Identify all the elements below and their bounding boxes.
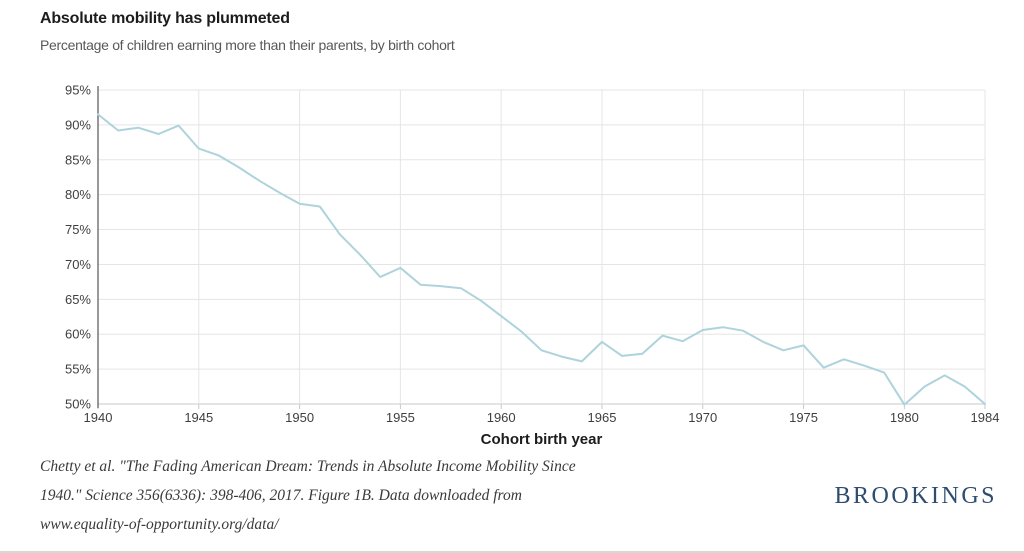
y-axis-tick-label: 85% bbox=[65, 152, 91, 167]
chart-title: Absolute mobility has plummeted bbox=[40, 10, 290, 27]
y-axis-tick-label: 70% bbox=[65, 257, 91, 272]
y-axis-tick-label: 60% bbox=[65, 327, 91, 342]
x-axis-tick-label: 1980 bbox=[890, 410, 919, 425]
x-axis-tick-label: 1970 bbox=[688, 410, 717, 425]
y-axis-tick-label: 65% bbox=[65, 292, 91, 307]
chart-subtitle: Percentage of children earning more than… bbox=[40, 37, 455, 53]
x-axis-tick-label: 1950 bbox=[285, 410, 314, 425]
y-axis-tick-label: 50% bbox=[65, 397, 91, 412]
source-citation: Chetty et al. "The Fading American Dream… bbox=[40, 452, 660, 539]
x-axis-tick-label: 1975 bbox=[789, 410, 818, 425]
y-axis-tick-label: 90% bbox=[65, 117, 91, 132]
source-line-1: Chetty et al. "The Fading American Dream… bbox=[40, 458, 576, 475]
y-axis-tick-label: 55% bbox=[65, 362, 91, 377]
x-axis-tick-label: 1984 bbox=[971, 410, 1000, 425]
x-axis-tick-label: 1965 bbox=[588, 410, 617, 425]
y-axis-tick-label: 80% bbox=[65, 187, 91, 202]
y-axis-tick-label: 95% bbox=[65, 83, 91, 98]
brookings-logo: BROOKINGS bbox=[834, 483, 997, 509]
x-axis-tick-label: 1940 bbox=[84, 410, 113, 425]
source-line-3: www.equality-of-opportunity.org/data/ bbox=[40, 516, 279, 533]
x-axis-tick-label: 1945 bbox=[184, 410, 213, 425]
mobility-line-chart: 50% 55% 60% 65% 70% 75% 80% 85% 90% 95% 1940 1945 19… bbox=[65, 83, 1000, 449]
x-axis-title: Cohort birth year bbox=[481, 431, 603, 448]
x-axis-tick-label: 1960 bbox=[487, 410, 516, 425]
source-line-2: 1940." Science 356(6336): 398-406, 2017.… bbox=[40, 487, 522, 504]
y-axis-tick-label: 75% bbox=[65, 222, 91, 237]
x-axis-tick-label: 1955 bbox=[386, 410, 415, 425]
series-absolute-mobility bbox=[97, 113, 986, 406]
